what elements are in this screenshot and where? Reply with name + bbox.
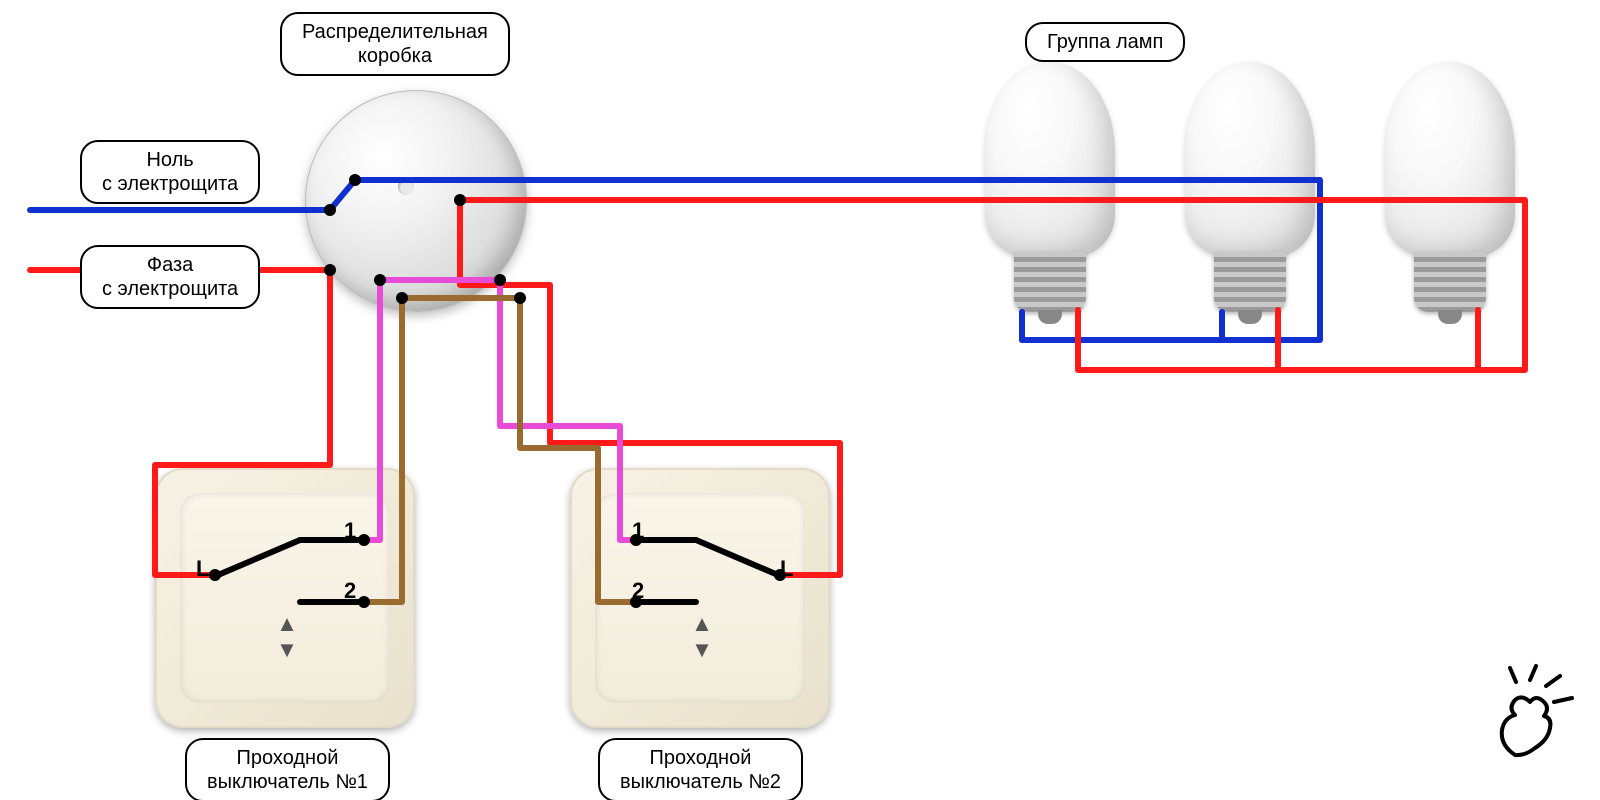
switch1-terminal-1: 1 (344, 518, 356, 544)
label-lamp-group: Группа ламп (1025, 22, 1185, 62)
switch2-terminal-2: 2 (632, 578, 644, 604)
label-switch-1: Проходной выключатель №1 (185, 738, 390, 800)
switch2-terminal-L: L (780, 556, 793, 582)
switch2-terminal-1: 1 (632, 518, 644, 544)
label-junction-box: Распределительная коробка (280, 12, 510, 76)
label-switch-2: Проходной выключатель №2 (598, 738, 803, 800)
snap-fingers-icon (1460, 660, 1580, 780)
label-neutral: Ноль с электрощита (80, 140, 260, 204)
label-phase: Фаза с электрощита (80, 245, 260, 309)
switch1-terminal-2: 2 (344, 578, 356, 604)
wiring-canvas (0, 0, 1600, 800)
switch1-terminal-L: L (196, 556, 209, 582)
